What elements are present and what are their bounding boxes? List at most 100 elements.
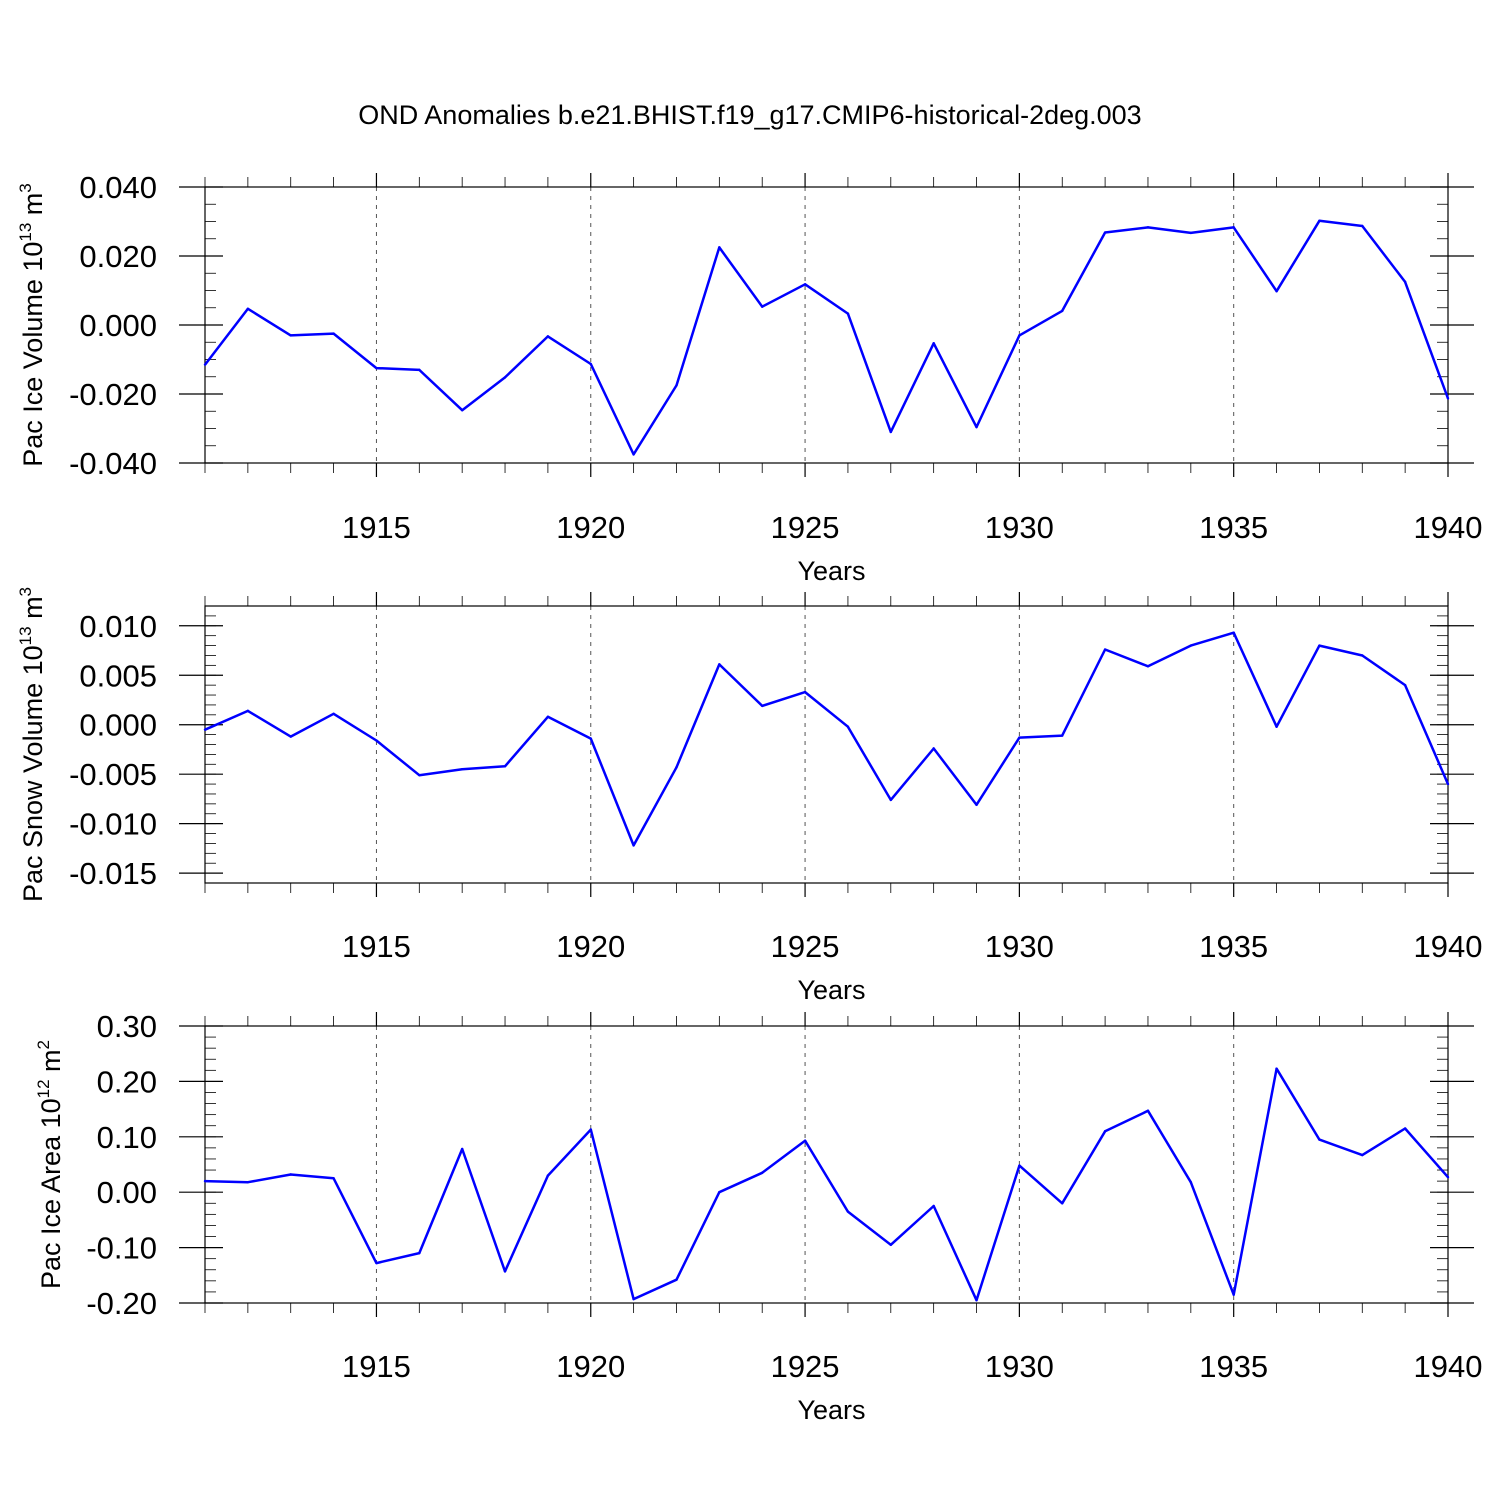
data-point — [246, 709, 250, 713]
data-point — [546, 335, 550, 338]
data-point — [332, 1177, 335, 1180]
data-point — [975, 803, 978, 807]
y-tick-label: -0.10 — [86, 1231, 157, 1266]
data-point — [1361, 654, 1364, 657]
y-axis-label: Pac Snow Volume 1013 m3 — [16, 587, 48, 902]
data-point — [761, 704, 764, 708]
data-point — [889, 798, 892, 802]
x-axis-label: Years — [797, 1395, 865, 1425]
data-point — [1446, 782, 1450, 786]
y-tick-label: 0.20 — [97, 1064, 157, 1099]
data-point — [975, 425, 978, 429]
data-point — [546, 715, 550, 718]
data-point — [375, 739, 378, 742]
data-point — [846, 1210, 850, 1213]
data-point — [375, 1261, 378, 1265]
data-point — [1318, 1138, 1321, 1141]
data-point — [718, 246, 721, 249]
data-point — [632, 453, 635, 456]
y-tick-label: -0.020 — [69, 377, 157, 412]
y-axis-label: Pac Ice Volume 1013 m3 — [16, 183, 48, 467]
data-point — [418, 368, 421, 372]
x-axis-label: Years — [797, 975, 865, 1005]
data-point — [1446, 1176, 1450, 1179]
y-tick-label: 0.010 — [79, 609, 157, 644]
data-point — [803, 690, 807, 694]
data-point — [418, 773, 421, 777]
data-point — [1146, 1109, 1150, 1112]
y-tick-label: -0.040 — [69, 446, 157, 481]
y-tick-label: 0.000 — [79, 708, 157, 743]
data-point — [1061, 1202, 1064, 1205]
y-tick-label: -0.015 — [69, 856, 157, 891]
data-point — [1018, 334, 1021, 337]
data-point — [1361, 224, 1364, 228]
x-tick-label: 1935 — [1199, 1349, 1268, 1384]
data-point — [632, 1297, 635, 1301]
data-point — [932, 342, 935, 345]
data-point — [332, 712, 335, 716]
data-point — [1403, 280, 1407, 284]
data-point — [1275, 725, 1278, 728]
data-point — [1061, 309, 1064, 313]
data-point — [932, 1204, 935, 1208]
data-point — [589, 737, 592, 740]
data-point — [289, 735, 292, 738]
data-point — [761, 305, 764, 308]
snow-volume-panel: -0.015 -0.010 -0.005 0.000 0.005 0.010 1915 192… — [16, 587, 1482, 1005]
x-tick-label: 1925 — [771, 510, 840, 545]
y-tick-label: 0.020 — [79, 239, 157, 274]
x-axis-label: Years — [797, 556, 865, 586]
data-point — [246, 1181, 250, 1184]
data-point — [246, 307, 250, 310]
x-tick-label: 1920 — [556, 929, 625, 964]
plot-frame — [204, 605, 1449, 884]
data-point — [975, 1299, 978, 1302]
y-axis-label: Pac Ice Area 1012 m2 — [34, 1040, 66, 1289]
data-point — [460, 1147, 464, 1151]
x-tick-label: 1915 — [342, 510, 411, 545]
data-point — [1018, 736, 1021, 739]
data-point — [203, 1179, 207, 1183]
data-point — [589, 1128, 592, 1131]
x-tick-label: 1930 — [985, 510, 1054, 545]
data-point — [1232, 631, 1235, 634]
data-point — [546, 1174, 550, 1177]
data-point — [589, 362, 592, 366]
data-point — [761, 1171, 764, 1175]
data-point — [889, 430, 892, 434]
plot-frame — [204, 1025, 1449, 1304]
data-point — [675, 384, 678, 387]
data-point — [203, 728, 207, 731]
x-tick-label: 1930 — [985, 929, 1054, 964]
data-point — [503, 765, 507, 768]
series-line — [204, 631, 1450, 847]
data-point — [1361, 1153, 1364, 1157]
y-tick-label: 0.005 — [79, 658, 157, 693]
y-tick-label: 0.10 — [97, 1120, 157, 1155]
series-line — [204, 1067, 1449, 1302]
data-point — [718, 663, 721, 666]
y-tick-label: -0.20 — [86, 1286, 157, 1321]
data-point — [1275, 1067, 1278, 1070]
data-point — [289, 334, 292, 337]
data-point — [803, 283, 807, 286]
series-line — [204, 219, 1450, 456]
x-tick-label: 1935 — [1199, 929, 1268, 964]
data-point — [1275, 289, 1278, 293]
data-point — [1403, 1127, 1407, 1130]
y-tick-label: -0.010 — [69, 807, 157, 842]
data-point — [1103, 648, 1107, 651]
figure-title: OND Anomalies b.e21.BHIST.f19_g17.CMIP6-… — [358, 100, 1141, 130]
data-point — [1061, 734, 1064, 737]
data-point — [1146, 665, 1150, 668]
data-point — [418, 1251, 421, 1255]
y-tick-label: -0.005 — [69, 757, 157, 792]
x-tick-label: 1940 — [1414, 1349, 1483, 1384]
data-point — [1232, 1293, 1235, 1296]
data-point — [332, 332, 335, 335]
data-point — [1318, 644, 1321, 647]
data-point — [675, 766, 678, 769]
data-point — [803, 1139, 807, 1142]
